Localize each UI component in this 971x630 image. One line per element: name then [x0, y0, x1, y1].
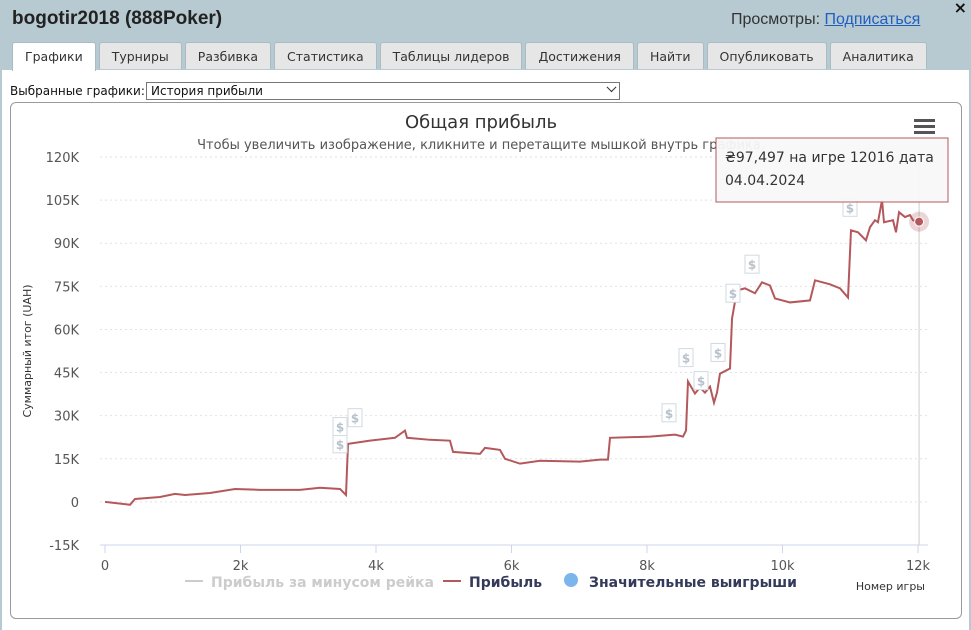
win-marker-box: [661, 403, 677, 423]
legend-label: Значительные выигрыши: [589, 575, 797, 591]
win-marker-symbol: $: [336, 421, 344, 435]
x-tick-label: 8k: [639, 559, 655, 574]
win-marker-symbol: $: [697, 375, 705, 389]
y-axis-title: Суммарный итог (UAH): [21, 284, 34, 417]
x-tick-label: 4k: [368, 559, 384, 574]
views: Просмотры: Подписаться: [731, 11, 920, 29]
win-marker-symbol: $: [846, 201, 854, 215]
legend-symbol: [564, 573, 578, 587]
close-button[interactable]: ×: [953, 0, 967, 17]
win-marker-box: [693, 371, 709, 391]
tooltip-text: 04.04.2024: [725, 173, 805, 189]
x-tick-label: 0: [101, 559, 109, 574]
win-marker-symbol: $: [714, 346, 722, 360]
win-marker-symbol: $: [682, 352, 690, 366]
tab[interactable]: Турниры: [98, 42, 182, 69]
chart-frame: [10, 102, 962, 619]
tab[interactable]: Статистика: [274, 42, 377, 69]
menu-bar[interactable]: [914, 125, 935, 128]
win-marker-symbol: $: [351, 412, 359, 426]
y-tick-label: -15K: [49, 539, 79, 554]
win-marker-symbol: $: [729, 287, 737, 301]
select-value: История прибыли: [151, 84, 263, 98]
x-axis-title: Номер игры: [856, 580, 925, 593]
y-tick-label: 0: [71, 496, 79, 511]
legend-label: Прибыль за минусом рейка: [211, 575, 434, 591]
tab[interactable]: Опубликовать: [706, 42, 827, 69]
tooltip-text: ₴97,497 на игре 12016 дата: [725, 150, 934, 166]
y-tick-label: 90K: [54, 237, 80, 252]
y-tick-label: 60K: [54, 323, 80, 338]
win-marker-box: [347, 408, 363, 428]
legend-item[interactable]: Прибыль: [443, 575, 542, 591]
menu-bar[interactable]: [914, 131, 935, 134]
legend-item[interactable]: Прибыль за минусом рейка: [185, 575, 434, 591]
tab[interactable]: Достижения: [525, 42, 634, 69]
y-tick-label: 120K: [46, 151, 80, 166]
tab[interactable]: Найти: [636, 42, 704, 69]
win-marker-box: [678, 348, 694, 368]
hover-point: [914, 216, 925, 227]
profit-line: [104, 199, 920, 506]
y-tick-label: 105K: [46, 194, 80, 209]
page-title: bogotir2018 (888Poker): [12, 8, 223, 29]
win-marker: $: [678, 348, 694, 368]
legend-item[interactable]: Значительные выигрыши: [564, 573, 797, 591]
win-marker: $: [725, 283, 741, 303]
win-marker: $: [332, 434, 348, 454]
x-tick-label: 2k: [233, 559, 249, 574]
menu-bar[interactable]: [914, 119, 935, 122]
win-marker-symbol: $: [665, 407, 673, 421]
win-marker: $: [347, 408, 363, 428]
win-marker-box: [332, 417, 348, 437]
y-tick-label: 75K: [54, 280, 80, 295]
tab-bar: Графики Турниры Разбивка Статистика Таблицы …: [12, 42, 927, 71]
win-marker: $: [710, 342, 726, 362]
tab[interactable]: Разбивка: [184, 42, 272, 69]
chart-subtitle: Чтобы увеличить изображение, кликните и …: [197, 138, 765, 153]
tab[interactable]: Таблицы лидеров: [379, 42, 523, 69]
y-tick-label: 45K: [54, 367, 80, 382]
tab[interactable]: Аналитика: [829, 42, 927, 69]
chart-select[interactable]: История прибыли: [146, 82, 620, 100]
win-marker: $: [332, 417, 348, 437]
win-marker: $: [693, 371, 709, 391]
win-marker-symbol: $: [336, 438, 344, 452]
win-marker-box: [710, 342, 726, 362]
win-marker-symbol: $: [748, 258, 756, 272]
win-marker-box: [725, 283, 741, 303]
x-tick-label: 10k: [770, 559, 795, 574]
y-tick-label: 15K: [54, 453, 80, 468]
tooltip-box: [715, 137, 949, 203]
menu-button[interactable]: [912, 116, 938, 140]
win-marker-box: [744, 254, 760, 274]
plot: -15K 0 15K 30K 45K 60K 75K 90K 105K 120K 0 2k 4k 6k 8k…: [46, 137, 949, 591]
x-tick-label: 12k: [906, 559, 931, 574]
subscribe-link[interactable]: Подписаться: [824, 11, 921, 28]
tab[interactable]: Графики: [12, 42, 96, 71]
win-marker: $: [661, 403, 677, 423]
x-tick-label: 6k: [504, 559, 520, 574]
y-tick-label: 30K: [54, 410, 80, 425]
views-label: Просмотры:: [731, 11, 821, 28]
chart-title: Общая прибыль: [405, 112, 557, 133]
legend-label: Прибыль: [469, 575, 542, 591]
win-marker: $: [744, 254, 760, 274]
selector-label: Выбранные графики:: [10, 84, 145, 98]
